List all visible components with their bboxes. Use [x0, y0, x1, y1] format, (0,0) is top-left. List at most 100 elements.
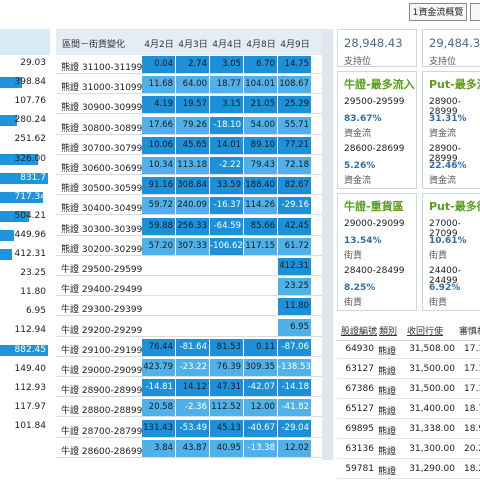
- cbbc-row[interactable]: 67386 熊證 31,500.00 17.1: [337, 380, 480, 399]
- date-column-header[interactable]: 4月8日: [246, 40, 276, 50]
- change-cell: 79.26: [176, 116, 209, 134]
- leverage-column-header[interactable]: 審慎槓桿: [459, 327, 480, 337]
- date-column-header[interactable]: 4月3日: [178, 40, 208, 50]
- call-price-column-header[interactable]: 收回行使: [407, 327, 444, 337]
- date-column-header[interactable]: 4月9日: [280, 40, 310, 50]
- table-row[interactable]: 牛證 28600-28699 3.84 43.87 40.95 -13.38 12.02: [56, 439, 333, 458]
- table-row[interactable]: 熊證 30900-30999 4.19 19.57 3.15 21.05 25.29: [56, 95, 333, 115]
- table-row[interactable]: 牛證 28700-28799 131.43 -53.49 45.13 -40.67 -29…: [56, 419, 333, 438]
- change-cell: 307.33: [176, 237, 209, 255]
- summary-card[interactable]: 牛證-最多流入 29500-29599 83.67% 資金流 28600-28699 5.…: [337, 71, 417, 189]
- table-row[interactable]: 牛證 29200-29299 6.95: [56, 318, 333, 337]
- left-value-row: 11.80: [0, 284, 50, 302]
- table-row[interactable]: 熊證 31000-31099 11.68 64.00 18.77 104.01 108.6…: [56, 75, 333, 95]
- table-row[interactable]: 熊證 30700-30799 10.06 45.65 14.01 89.10 77.21: [56, 136, 333, 155]
- left-value-row: 412.31: [0, 246, 50, 264]
- cbbc-row[interactable]: 69895 熊證 31,338.00 18.9: [337, 420, 480, 439]
- cbbc-type: 熊證: [378, 367, 397, 377]
- change-cell: 0.04: [142, 56, 175, 73]
- support-label: 支持位: [344, 57, 372, 67]
- cbbc-row[interactable]: 64930 熊證 31,508.00 17.1: [337, 340, 480, 359]
- left-value-row: 6.95: [0, 303, 50, 321]
- range-label: 牛證 29100-29199: [61, 345, 143, 356]
- call-price: 31,500.00: [409, 364, 455, 374]
- range-column-header[interactable]: 區間－街貨變化: [62, 40, 126, 50]
- change-cell: 55.71: [278, 116, 311, 134]
- cbbc-row[interactable]: 63136 熊證 31,300.00 20.2: [337, 440, 480, 459]
- call-price: 31,508.00: [409, 344, 455, 354]
- left-value-row: 112.93: [0, 380, 50, 398]
- card-percent-secondary: 5.26%: [344, 161, 376, 171]
- change-cell: 25.29: [278, 96, 311, 114]
- table-row[interactable]: 牛證 29300-29399 11.80: [56, 297, 333, 317]
- left-value-row: 23.25: [0, 265, 50, 283]
- range-label: 熊證 31100-31199: [61, 63, 143, 73]
- cbbc-row[interactable]: 63127 熊證 31,500.00 17.1: [337, 360, 480, 379]
- card-type-primary: 資金流: [344, 129, 372, 139]
- table-row[interactable]: 熊證 31100-31199 0.04 2.74 3.05 6.70 14.75: [56, 55, 333, 74]
- left-value: 882.45: [14, 344, 47, 355]
- range-label: 熊證 30900-30999: [61, 103, 143, 114]
- cbbc-code: 63136: [345, 444, 374, 454]
- change-cell: 2.74: [176, 56, 209, 73]
- card-percent-secondary: 22.46%: [429, 161, 467, 171]
- table-row[interactable]: 熊證 30800-30899 17.66 79.26 -18.10 54.00 55.71: [56, 116, 333, 135]
- table-scrollbar[interactable]: [322, 29, 333, 460]
- row-divider: [56, 315, 333, 317]
- change-cell: 114.26: [244, 197, 277, 215]
- table-row[interactable]: 熊證 30500-30599 91.16 308.84 33.59 188.40 82.6…: [56, 176, 333, 196]
- table-row[interactable]: 熊證 30300-30399 59.88 256.33 -64.59 85.66 42.4…: [56, 217, 333, 236]
- left-value: 117.97: [14, 401, 47, 412]
- table-row[interactable]: 牛證 29400-29499 23.25: [56, 277, 333, 297]
- table-row[interactable]: 熊證 30400-30499 59.72 240.09 -16.37 114.26 -29…: [56, 196, 333, 216]
- leverage: 17.1: [464, 344, 480, 354]
- fund-flow-overview-button[interactable]: 1資金流概覽: [409, 3, 467, 21]
- call-price: 31,290.00: [409, 464, 455, 474]
- date-column-header[interactable]: 4月2日: [144, 40, 174, 50]
- table-row[interactable]: 牛證 28900-28999 -14.81 14.12 47.31 -42.07 -14.…: [56, 378, 333, 398]
- row-divider: [56, 355, 333, 357]
- row-divider: [56, 194, 333, 196]
- date-column-header[interactable]: 4月4日: [212, 40, 242, 50]
- change-cell: [210, 298, 243, 316]
- change-cell: 72.18: [278, 157, 311, 174]
- table-row[interactable]: 牛證 28800-28899 20.58 -2.36 112.52 12.00 -41.8…: [56, 398, 333, 418]
- change-cell: 131.43: [142, 419, 175, 437]
- table-row[interactable]: 牛證 29100-29199 76.44 -81.64 81.53 0.11 -87.06: [56, 338, 333, 357]
- row-divider: [56, 174, 333, 175]
- table-row[interactable]: 牛證 29000-29099 423.79 -23.22 76.39 309.35 -13…: [56, 358, 333, 377]
- left-value-row: 280.24: [0, 112, 50, 130]
- left-value-row: 326.00: [0, 151, 50, 169]
- change-cell: -2.22: [210, 157, 243, 174]
- left-value: 412.31: [14, 249, 47, 259]
- change-cell: 54.00: [244, 116, 277, 134]
- change-cell: 0.11: [244, 338, 277, 356]
- change-cell: 412.31: [278, 258, 311, 275]
- change-cell: -40.67: [244, 419, 277, 437]
- range-label: 熊證 30300-30399: [61, 224, 143, 235]
- row-divider: [56, 113, 333, 115]
- change-cell: 308.84: [176, 177, 209, 195]
- change-cell: 76.44: [142, 338, 175, 356]
- row-divider: [56, 295, 333, 297]
- next-tab-button[interactable]: [470, 3, 480, 21]
- summary-card[interactable]: Put-最多流入28900-2899931.31%資金流28900-289992…: [422, 71, 480, 189]
- table-row[interactable]: 熊證 30200-30299 57.20 307.33 -106.62 117.15 61…: [56, 237, 333, 256]
- change-cell: [244, 318, 277, 336]
- table-row[interactable]: 牛證 29500-29599 412.31: [56, 257, 333, 276]
- cbbc-row[interactable]: 59781 熊證 31,290.00 18.2: [337, 460, 480, 479]
- leverage: 17.1: [464, 384, 480, 394]
- cbbc-row[interactable]: 65127 熊證 31,400.00 18.7: [337, 400, 480, 419]
- left-value: 326.00: [14, 153, 47, 164]
- change-cell: 77.21: [278, 136, 311, 154]
- change-cell: [210, 278, 243, 296]
- card-range-primary: 29500-29599: [344, 97, 405, 107]
- type-column-header[interactable]: 類別: [379, 327, 398, 337]
- change-cell: -13.38: [244, 439, 277, 457]
- code-column-header[interactable]: 股證編號: [341, 327, 378, 337]
- table-row[interactable]: 熊證 30600-30699 10.34 113.18 -2.22 79.43 72.18: [56, 156, 333, 175]
- leverage: 18.9: [464, 424, 480, 434]
- summary-card[interactable]: 牛證-重貨區 29000-29099 13.54% 街貨 28400-28499 8.25…: [337, 193, 417, 311]
- left-value-row: 101.84: [0, 418, 50, 436]
